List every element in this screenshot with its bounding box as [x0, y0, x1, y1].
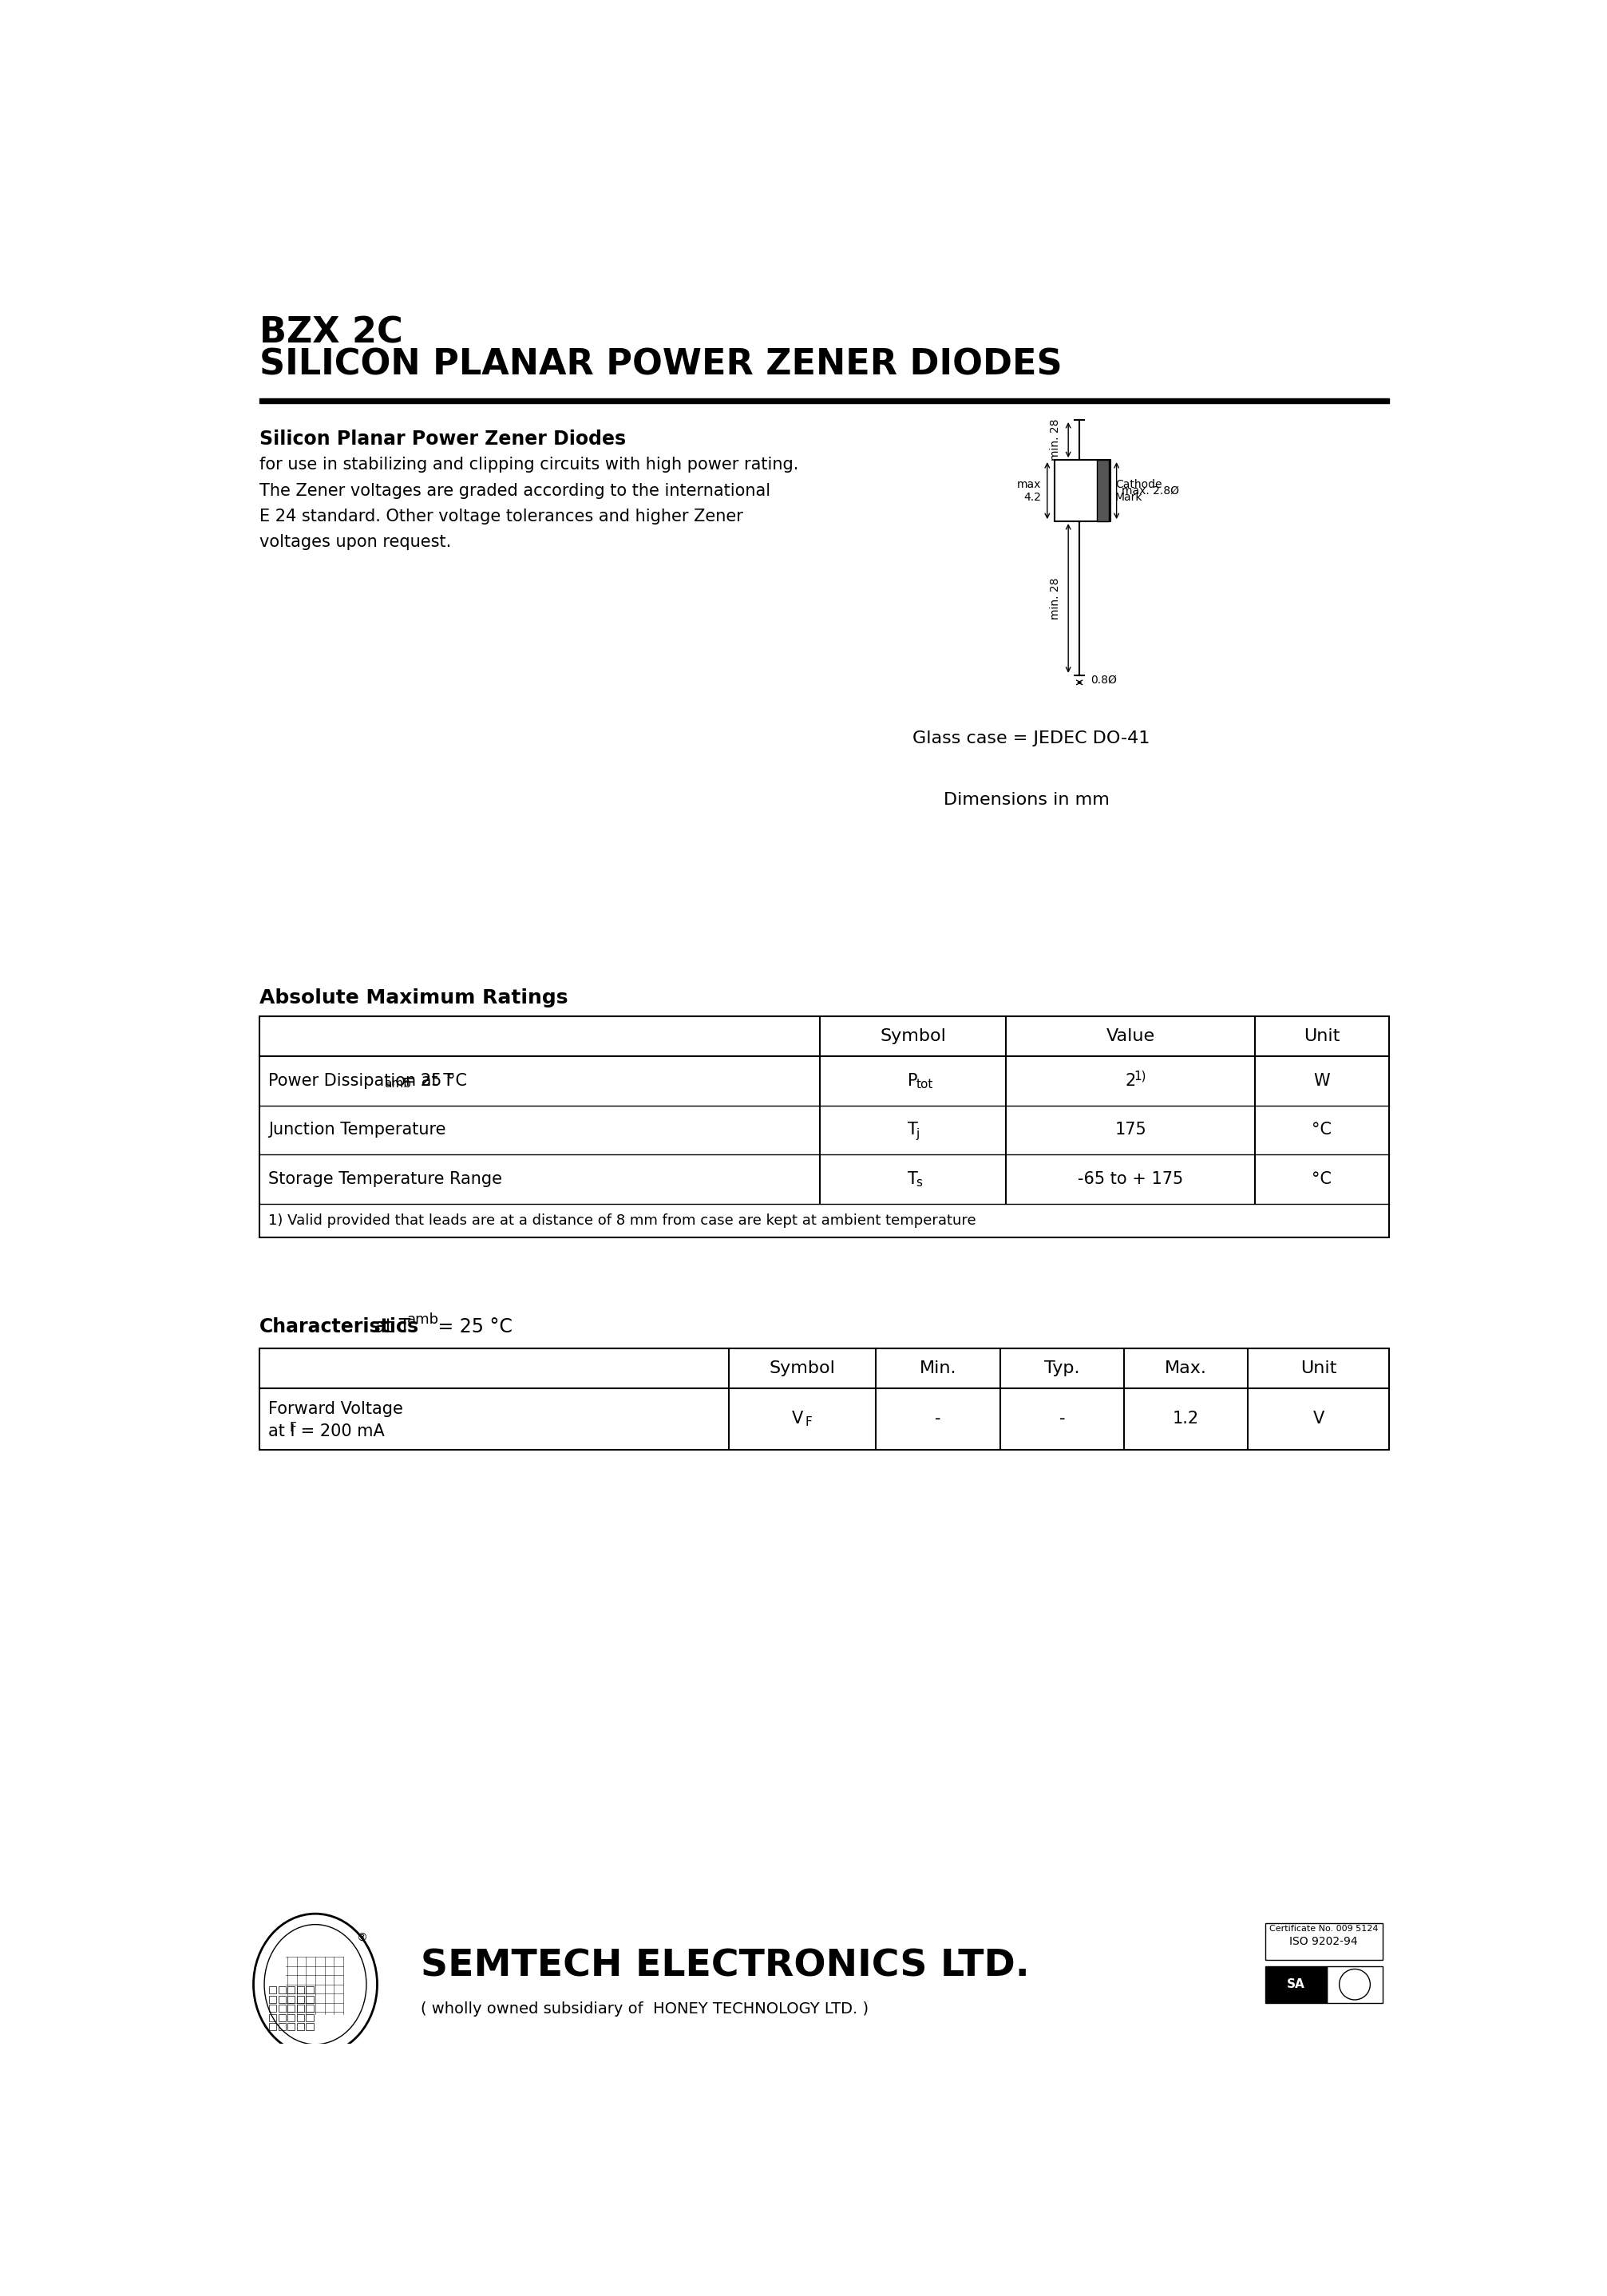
Text: Min.: Min. — [919, 1359, 956, 1375]
Text: 1): 1) — [1133, 1070, 1146, 1081]
Text: ( wholly owned subsidiary of  HONEY TECHNOLOGY LTD. ): ( wholly owned subsidiary of HONEY TECHN… — [421, 2002, 868, 2016]
Text: -: - — [935, 1412, 942, 1426]
Text: Characteristics: Characteristics — [260, 1318, 419, 1336]
Bar — [305, 2023, 313, 2030]
Bar — [268, 2004, 276, 2011]
Text: Storage Temperature Range: Storage Temperature Range — [268, 1171, 503, 1187]
Bar — [260, 1017, 1388, 1238]
Text: Forward Voltage: Forward Voltage — [268, 1401, 403, 1417]
Text: T: T — [908, 1171, 918, 1187]
Bar — [278, 2023, 286, 2030]
Bar — [278, 1995, 286, 2002]
Text: min. 28: min. 28 — [1049, 576, 1061, 620]
Bar — [260, 400, 1388, 402]
Text: Absolute Maximum Ratings: Absolute Maximum Ratings — [260, 990, 569, 1008]
Text: Certificate No. 009 5124: Certificate No. 009 5124 — [1270, 1924, 1379, 1933]
Text: T: T — [908, 1123, 918, 1139]
Text: Glass case = JEDEC DO-41: Glass case = JEDEC DO-41 — [913, 730, 1149, 746]
Bar — [297, 2004, 304, 2011]
Bar — [1327, 1965, 1382, 2002]
Text: max. 2.8Ø: max. 2.8Ø — [1122, 484, 1180, 496]
Text: Cathode
Mark: Cathode Mark — [1115, 478, 1162, 503]
Bar — [1265, 1965, 1327, 2002]
Text: The Zener voltages are graded according to the international: The Zener voltages are graded according … — [260, 482, 771, 498]
Text: at I: at I — [268, 1424, 296, 1440]
Text: amb: amb — [384, 1077, 411, 1091]
Text: P: P — [908, 1072, 918, 1088]
Bar — [297, 1995, 304, 2002]
Bar — [260, 1348, 1388, 1449]
Text: j: j — [916, 1127, 919, 1139]
Bar — [268, 2014, 276, 2020]
Text: Power Dissipation at T: Power Dissipation at T — [268, 1072, 453, 1088]
Text: °C: °C — [1311, 1123, 1332, 1139]
Text: at T: at T — [368, 1318, 410, 1336]
Text: F: F — [805, 1417, 812, 1428]
Text: V: V — [1313, 1412, 1324, 1426]
Text: = 200 mA: = 200 mA — [296, 1424, 384, 1440]
Bar — [278, 1986, 286, 1993]
Bar — [1265, 1924, 1382, 1961]
Bar — [305, 2014, 313, 2020]
Bar — [288, 1986, 296, 1993]
Text: Symbol: Symbol — [879, 1029, 947, 1045]
Text: Value: Value — [1106, 1029, 1155, 1045]
Text: Silicon Planar Power Zener Diodes: Silicon Planar Power Zener Diodes — [260, 429, 627, 448]
Bar — [268, 2023, 276, 2030]
Text: Unit: Unit — [1300, 1359, 1337, 1375]
Text: = 25 °C: = 25 °C — [432, 1318, 513, 1336]
Text: Dimensions in mm: Dimensions in mm — [943, 792, 1109, 808]
Bar — [288, 2014, 296, 2020]
Text: SA: SA — [1287, 1979, 1305, 1991]
Text: Unit: Unit — [1303, 1029, 1340, 1045]
Text: F: F — [289, 1421, 296, 1433]
Bar — [305, 1986, 313, 1993]
Text: Junction Temperature: Junction Temperature — [268, 1123, 445, 1139]
Bar — [268, 1995, 276, 2002]
Text: °C: °C — [1311, 1171, 1332, 1187]
Bar — [297, 2023, 304, 2030]
Text: min. 28: min. 28 — [1049, 418, 1061, 461]
Text: SEMTECH ELECTRONICS LTD.: SEMTECH ELECTRONICS LTD. — [421, 1947, 1030, 1984]
Text: Symbol: Symbol — [770, 1359, 836, 1375]
Text: -65 to + 175: -65 to + 175 — [1078, 1171, 1183, 1187]
Text: 0.8Ø: 0.8Ø — [1091, 675, 1117, 687]
Text: max
4.2: max 4.2 — [1017, 478, 1041, 503]
Bar — [297, 2014, 304, 2020]
Text: s: s — [916, 1178, 922, 1189]
Text: BZX 2C: BZX 2C — [260, 315, 403, 349]
Text: for use in stabilizing and clipping circuits with high power rating.: for use in stabilizing and clipping circ… — [260, 457, 799, 473]
Text: E 24 standard. Other voltage tolerances and higher Zener: E 24 standard. Other voltage tolerances … — [260, 507, 744, 523]
Text: 175: 175 — [1115, 1123, 1146, 1139]
Text: tot: tot — [916, 1079, 934, 1091]
Text: 2: 2 — [1125, 1072, 1136, 1088]
Bar — [297, 1986, 304, 1993]
Bar — [288, 2004, 296, 2011]
Bar — [305, 1995, 313, 2002]
Text: W: W — [1313, 1072, 1331, 1088]
Bar — [278, 2014, 286, 2020]
Text: 1.2: 1.2 — [1173, 1412, 1199, 1426]
Text: V: V — [792, 1412, 804, 1426]
Bar — [305, 2004, 313, 2011]
Text: ®: ® — [357, 1933, 368, 1945]
Text: voltages upon request.: voltages upon request. — [260, 535, 452, 551]
Bar — [288, 2023, 296, 2030]
Text: = 25 °C: = 25 °C — [395, 1072, 468, 1088]
Text: -: - — [1059, 1412, 1065, 1426]
Text: Max.: Max. — [1165, 1359, 1207, 1375]
Text: 1) Valid provided that leads are at a distance of 8 mm from case are kept at amb: 1) Valid provided that leads are at a di… — [268, 1215, 975, 1228]
Text: amb: amb — [407, 1313, 439, 1327]
Text: ISO 9202-94: ISO 9202-94 — [1290, 1936, 1358, 1947]
Bar — [268, 1986, 276, 1993]
Bar — [288, 1995, 296, 2002]
Text: SILICON PLANAR POWER ZENER DIODES: SILICON PLANAR POWER ZENER DIODES — [260, 349, 1062, 383]
Bar — [1096, 459, 1109, 521]
Bar — [1054, 459, 1110, 521]
Text: Typ.: Typ. — [1045, 1359, 1080, 1375]
Bar — [278, 2004, 286, 2011]
